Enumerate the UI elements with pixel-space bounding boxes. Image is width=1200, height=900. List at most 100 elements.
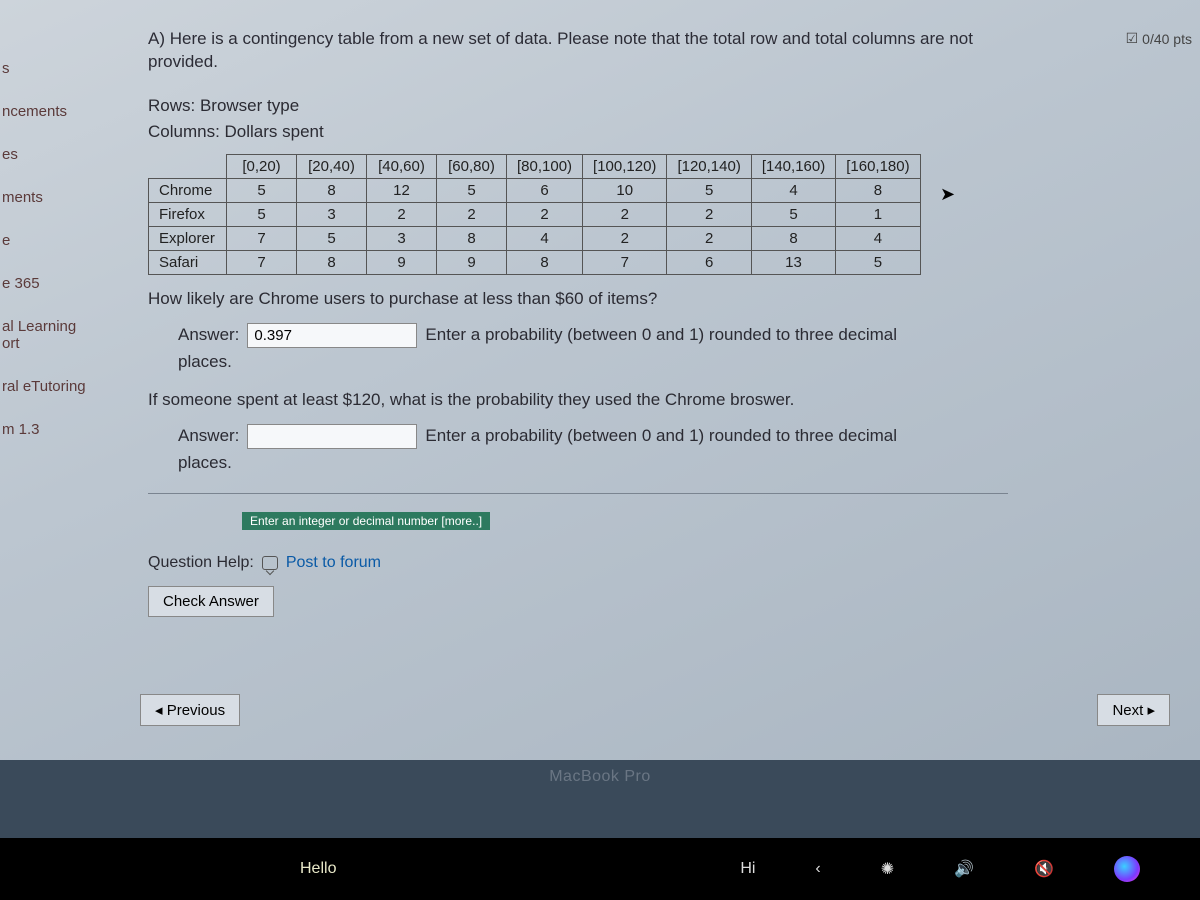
cell: 6: [667, 250, 751, 274]
col-header: [140,160): [751, 154, 835, 178]
col-header: [40,60): [367, 154, 437, 178]
col-header: [120,140): [667, 154, 751, 178]
question-panel: ☑ 0/40 pts A) Here is a contingency tabl…: [118, 0, 1200, 760]
points-text: 0/40 pts: [1142, 31, 1192, 47]
answer-1-input[interactable]: [247, 323, 417, 348]
sub-question-1: How likely are Chrome users to purchase …: [148, 289, 1170, 309]
touchbar-back-icon[interactable]: ‹: [815, 860, 820, 878]
cell: 5: [667, 178, 751, 202]
brightness-icon[interactable]: ✺: [881, 859, 894, 879]
answer-2-input[interactable]: [247, 424, 417, 449]
cursor-icon: ➤: [940, 184, 955, 205]
cell: 3: [297, 202, 367, 226]
answer-hint-1: Enter a probability (between 0 and 1) ro…: [425, 325, 897, 345]
places-label-2: places.: [178, 453, 1170, 473]
mute-icon[interactable]: 🔇: [1034, 859, 1054, 879]
cell: 4: [836, 226, 920, 250]
question-prompt: A) Here is a contingency table from a ne…: [148, 28, 1008, 74]
cell: 2: [667, 202, 751, 226]
points-badge: ☑ 0/40 pts: [1126, 30, 1192, 47]
sidebar-item[interactable]: s: [2, 60, 118, 77]
touch-bar: Hello Hi ‹ ✺ 🔊 🔇: [0, 838, 1200, 900]
cell: 5: [227, 178, 297, 202]
touchbar-suggestion-hi[interactable]: Hi: [740, 860, 755, 878]
sidebar-item[interactable]: e: [2, 232, 118, 249]
sidebar-item[interactable]: e 365: [2, 275, 118, 292]
cell: 2: [507, 202, 583, 226]
sidebar-item[interactable]: al Learning ort: [2, 318, 118, 352]
table-row: Safari 7 8 9 9 8 7 6 13 5: [149, 250, 921, 274]
table-row: Explorer 7 5 3 8 4 2 2 8 4: [149, 226, 921, 250]
speech-bubble-icon: [262, 556, 278, 570]
cell: 8: [297, 178, 367, 202]
cell: 12: [367, 178, 437, 202]
cell: 9: [437, 250, 507, 274]
cell: 5: [836, 250, 920, 274]
cell: 3: [367, 226, 437, 250]
cell: 8: [437, 226, 507, 250]
answer-label: Answer:: [178, 325, 239, 345]
question-help-label: Question Help:: [148, 554, 254, 572]
divider: [148, 493, 1008, 494]
previous-button[interactable]: ◂ Previous: [140, 694, 240, 726]
cell: 2: [367, 202, 437, 226]
cell: 8: [751, 226, 835, 250]
siri-icon[interactable]: [1114, 856, 1140, 882]
cell: 7: [227, 226, 297, 250]
rows-label: Rows: Browser type: [148, 96, 1170, 116]
cell: 5: [297, 226, 367, 250]
cell: 8: [836, 178, 920, 202]
row-header: Safari: [149, 250, 227, 274]
col-header: [0,20): [227, 154, 297, 178]
sub-question-2: If someone spent at least $120, what is …: [148, 390, 1170, 410]
sidebar-item[interactable]: m 1.3: [2, 421, 118, 438]
macbook-pro-label: MacBook Pro: [549, 768, 651, 786]
input-tooltip[interactable]: Enter an integer or decimal number [more…: [242, 512, 490, 530]
row-header: Explorer: [149, 226, 227, 250]
touchbar-suggestion-hello[interactable]: Hello: [300, 860, 336, 878]
post-to-forum-link[interactable]: Post to forum: [286, 554, 381, 572]
chevron-right-icon: ▸: [1143, 702, 1155, 719]
cell: 2: [583, 202, 667, 226]
cell: 2: [583, 226, 667, 250]
previous-label: Previous: [167, 702, 225, 719]
cell: 9: [367, 250, 437, 274]
cell: 2: [667, 226, 751, 250]
volume-icon[interactable]: 🔊: [954, 859, 974, 879]
col-header: [100,120): [583, 154, 667, 178]
cell: 5: [751, 202, 835, 226]
answer-label: Answer:: [178, 426, 239, 446]
contingency-table: [0,20) [20,40) [40,60) [60,80) [80,100) …: [148, 154, 921, 275]
cell: 6: [507, 178, 583, 202]
sidebar-item[interactable]: ments: [2, 189, 118, 206]
table-blank-corner: [149, 154, 227, 178]
cell: 5: [437, 178, 507, 202]
cell: 4: [751, 178, 835, 202]
row-header: Chrome: [149, 178, 227, 202]
sidebar-item[interactable]: ral eTutoring: [2, 378, 118, 395]
col-header: [160,180): [836, 154, 920, 178]
answer-hint-2: Enter a probability (between 0 and 1) ro…: [425, 426, 897, 446]
col-header: [80,100): [507, 154, 583, 178]
col-header: [60,80): [437, 154, 507, 178]
course-nav-sidebar: s ncements es ments e e 365 al Learning …: [0, 0, 118, 760]
check-answer-button[interactable]: Check Answer: [148, 586, 274, 617]
checkbox-icon: ☑: [1126, 30, 1139, 47]
chevron-left-icon: ◂: [155, 702, 167, 719]
sidebar-item[interactable]: ncements: [2, 103, 118, 120]
sidebar-item[interactable]: es: [2, 146, 118, 163]
next-button[interactable]: Next ▸: [1097, 694, 1170, 726]
cell: 5: [227, 202, 297, 226]
col-header: [20,40): [297, 154, 367, 178]
cell: 7: [227, 250, 297, 274]
places-label-1: places.: [178, 352, 1170, 372]
cell: 8: [507, 250, 583, 274]
cell: 7: [583, 250, 667, 274]
cell: 13: [751, 250, 835, 274]
row-header: Firefox: [149, 202, 227, 226]
cell: 2: [437, 202, 507, 226]
table-row: Chrome 5 8 12 5 6 10 5 4 8: [149, 178, 921, 202]
table-row: Firefox 5 3 2 2 2 2 2 5 1: [149, 202, 921, 226]
columns-label: Columns: Dollars spent: [148, 122, 1170, 142]
cell: 8: [297, 250, 367, 274]
